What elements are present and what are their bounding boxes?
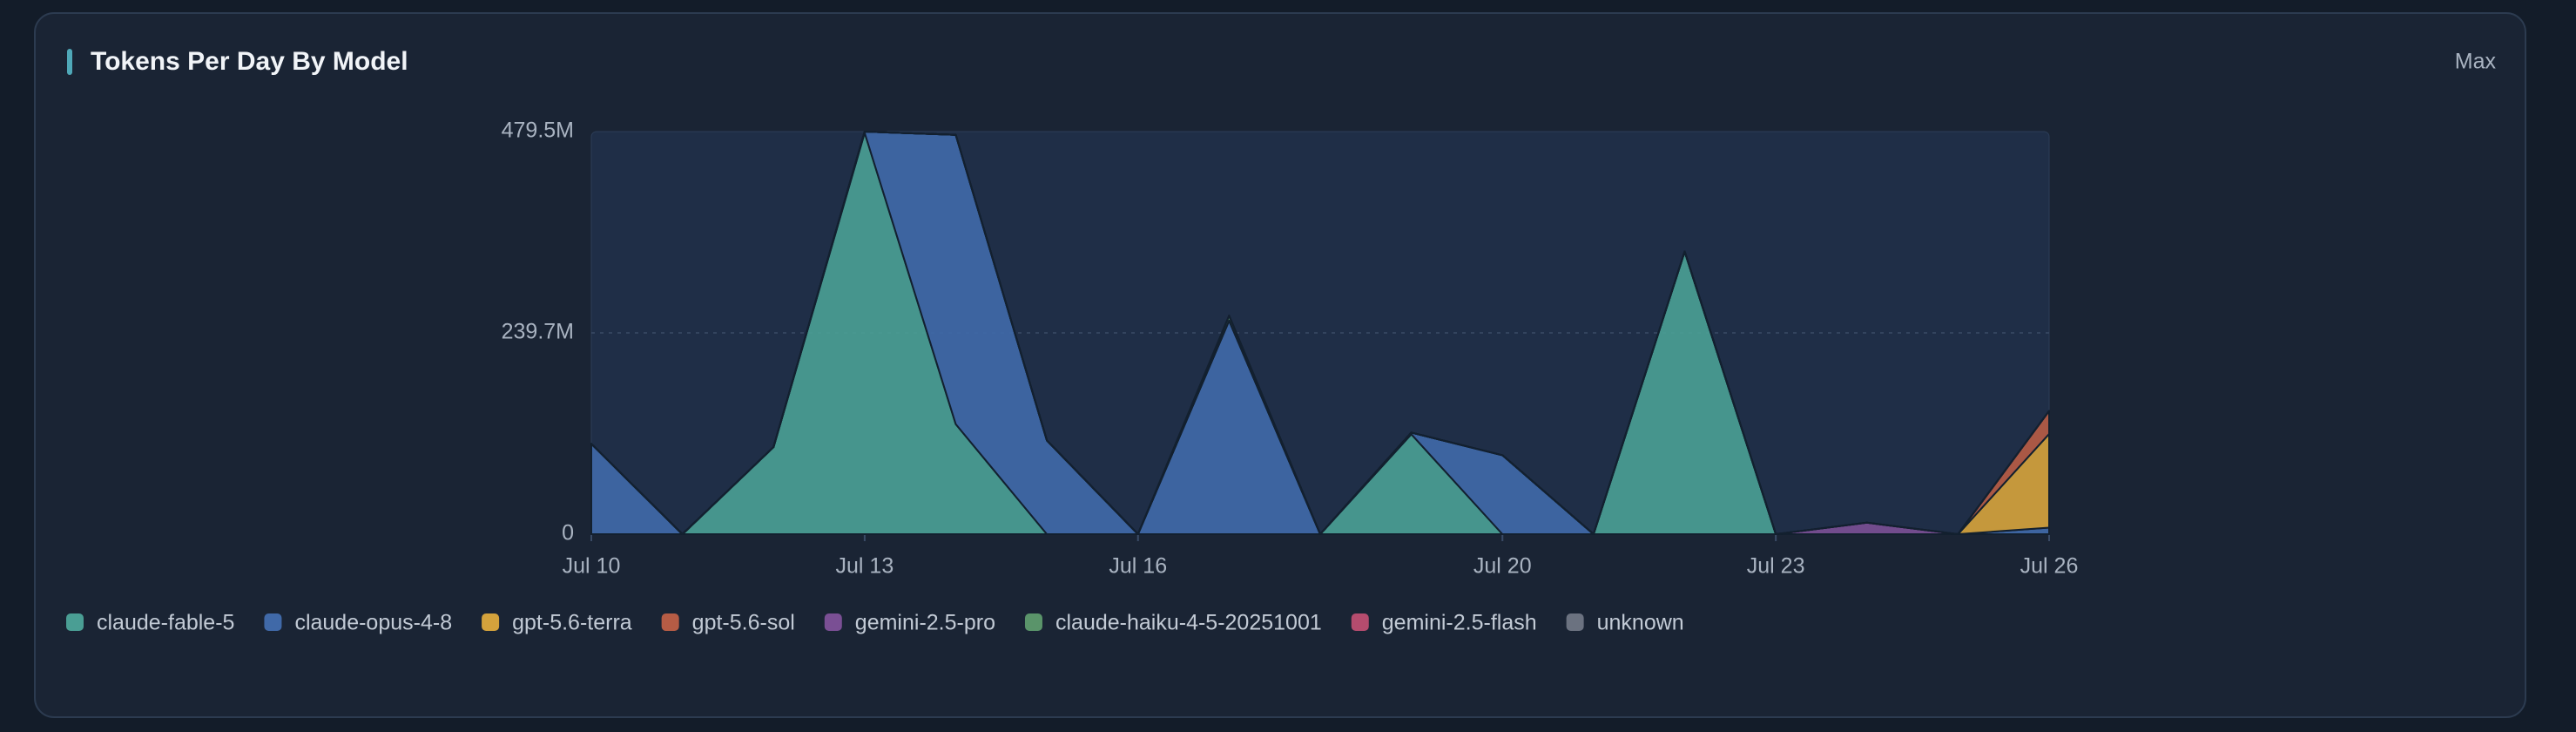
x-tick-label: Jul 16 [1109, 554, 1167, 579]
legend-swatch [66, 613, 84, 631]
range-button[interactable]: Max [2455, 50, 2497, 74]
legend-swatch [1351, 613, 1369, 631]
legend-swatch [824, 613, 842, 631]
legend-label: gpt-5.6-sol [692, 611, 795, 635]
legend-label: claude-fable-5 [97, 611, 234, 635]
legend-label: gemini-2.5-pro [855, 611, 995, 635]
x-tick-label: Jul 20 [1473, 554, 1532, 579]
x-tick-label: Jul 26 [2020, 554, 2079, 579]
area [590, 131, 2050, 535]
y-tick-label: 479.5M [502, 119, 574, 143]
card-title: Tokens Per Day By Model [91, 47, 408, 76]
legend-label: unknown [1597, 611, 1684, 635]
title-accent [67, 49, 72, 75]
legend-label: gpt-5.6-terra [512, 611, 632, 635]
y-tick-label: 0 [562, 521, 574, 546]
legend-swatch [1566, 613, 1584, 631]
y-tick-label: 239.7M [502, 320, 574, 344]
x-tick-label: Jul 23 [1747, 554, 1805, 579]
legend-swatch [482, 613, 500, 631]
legend-swatch [264, 613, 282, 631]
legend-label: claude-haiku-4-5-20251001 [1055, 611, 1322, 635]
legend-swatch [1024, 613, 1042, 631]
legend-label: gemini-2.5-flash [1382, 611, 1537, 635]
x-tick-label: Jul 10 [563, 554, 621, 579]
legend-swatch [661, 613, 679, 631]
legend-label: claude-opus-4-8 [294, 611, 452, 635]
x-tick-label: Jul 13 [836, 554, 894, 579]
